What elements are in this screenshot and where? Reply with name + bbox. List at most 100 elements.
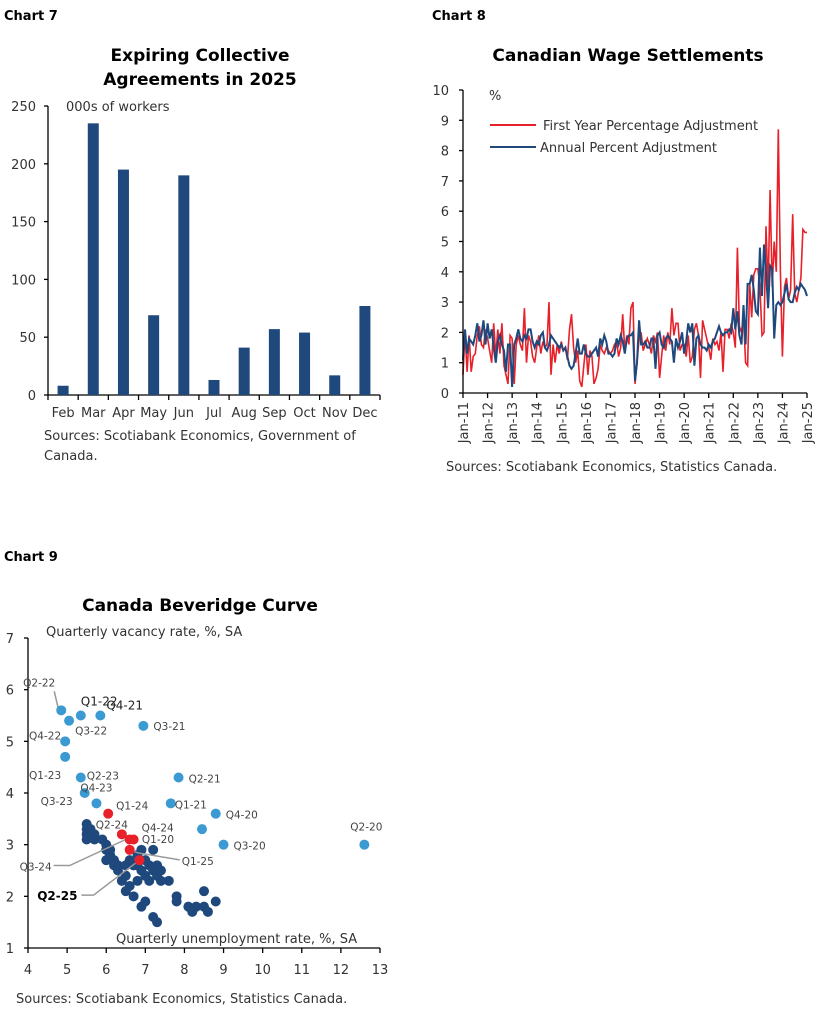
y-tick-label: 7 (441, 175, 449, 190)
x-tick-label: Dec (352, 406, 377, 421)
leader-line (53, 838, 127, 867)
point-label: Q2-22 (23, 677, 55, 689)
point-q4-22 (60, 736, 71, 747)
point-q4-23 (91, 798, 102, 809)
x-tick-label: Sep (262, 406, 287, 421)
x-tick-label: Jan-18 (629, 402, 644, 444)
x-tick-label: Aug (231, 406, 256, 421)
point-label: Q1-21 (175, 799, 207, 811)
legend-annual: Annual Percent Adjustment (540, 141, 717, 156)
point-label: Q1-23 (29, 770, 61, 782)
point-label: Q1-24 (116, 801, 148, 813)
point-q1-23 (60, 751, 71, 762)
bar-feb (57, 385, 69, 395)
point-q1-21 (165, 798, 176, 809)
x-tick-label: Jan-20 (678, 402, 693, 444)
history-point (140, 896, 151, 907)
y-tick-label: 0 (441, 387, 449, 402)
y-tick-label: 10 (432, 84, 449, 99)
point-q4-21 (95, 710, 106, 721)
chart-7-title-line2: Agreements in 2025 (103, 70, 296, 90)
x-tick-label: 5 (63, 963, 71, 978)
history-point (120, 886, 131, 897)
point-label: Q4-23 (80, 782, 112, 794)
history-point (155, 875, 166, 886)
x-tick-label: 4 (24, 963, 32, 978)
y-tick-label: 1 (6, 942, 14, 957)
chart-7-title-line1: Expiring Collective (111, 46, 290, 66)
x-tick-label: Jan-13 (506, 402, 521, 444)
y-tick-label: 8 (441, 145, 449, 160)
point-label: Q1-25 (182, 856, 214, 868)
point-q2-21 (173, 772, 184, 783)
legend-first-year: First Year Percentage Adjustment (543, 119, 758, 134)
x-tick-label: Jan-23 (752, 402, 767, 444)
chart-8-label: Chart 8 (432, 9, 486, 24)
chart-9-title: Canada Beveridge Curve (82, 596, 318, 616)
chart-7-source-line1: Sources: Scotiabank Economics, Governmen… (44, 429, 356, 444)
history-point (163, 875, 174, 886)
chart-7-label: Chart 7 (4, 9, 58, 24)
history-point (109, 860, 120, 871)
x-tick-label: Jun (173, 406, 194, 421)
history-point (199, 886, 209, 897)
point-label: Q3-20 (234, 841, 266, 853)
bar-sep (268, 329, 280, 395)
x-tick-label: Jan-22 (727, 402, 742, 444)
x-tick-label: Apr (112, 406, 135, 421)
x-tick-label: Jan-24 (776, 402, 791, 444)
point-q2-20 (359, 839, 370, 850)
point-label: Q2-25 (37, 889, 77, 903)
history-point (89, 834, 100, 845)
bar-mar (87, 123, 99, 395)
chart-8-title: Canadian Wage Settlements (492, 46, 763, 66)
leader-line (53, 691, 59, 709)
leader-line (81, 862, 136, 896)
history-point (148, 844, 159, 855)
y-tick-label: 3 (6, 839, 14, 854)
history-point (210, 896, 221, 907)
history-point (171, 896, 182, 907)
point-q4-20 (210, 808, 221, 819)
y-tick-label: 5 (441, 236, 449, 251)
chart-9-source: Sources: Scotiabank Economics, Statistic… (16, 992, 347, 1007)
bar-dec (359, 305, 371, 395)
x-tick-label: 7 (141, 963, 149, 978)
y-tick-label: 6 (441, 205, 449, 220)
point-label: Q2-24 (96, 819, 128, 831)
y-tick-label: 0 (28, 389, 36, 404)
x-tick-label: Jan-21 (703, 402, 718, 444)
history-point (101, 855, 112, 866)
history-point (202, 906, 213, 917)
bar-jun (178, 175, 190, 395)
x-tick-label: Nov (322, 406, 348, 421)
history-point (152, 917, 163, 928)
point-q1-22 (75, 710, 86, 721)
y-tick-label: 200 (11, 158, 36, 173)
point-q1-20 (197, 824, 208, 835)
x-tick-label: Jan-16 (580, 402, 595, 444)
chart-9: Chart 9 Canada Beveridge Curve Quarterly… (4, 550, 388, 1007)
history-point (155, 865, 166, 876)
point-q1-24 (103, 808, 114, 819)
y-tick-label: 9 (441, 114, 449, 129)
point-label: Q3-22 (75, 726, 107, 738)
y-tick-label: 50 (19, 331, 36, 346)
x-tick-label: Jul (205, 406, 222, 421)
chart-9-xlabel: Quarterly unemployment rate, %, SA (116, 932, 357, 947)
y-tick-label: 4 (6, 787, 14, 802)
x-tick-label: 6 (102, 963, 110, 978)
chart-7: Chart 7 Expiring Collective Agreements i… (4, 9, 381, 464)
y-tick-label: 5 (6, 735, 14, 750)
chart-7-source-line2: Canada. (44, 449, 98, 464)
x-tick-label: 11 (294, 963, 311, 978)
point-q3-20 (218, 839, 229, 850)
x-tick-label: Oct (293, 406, 315, 421)
bar-apr (117, 169, 129, 395)
x-tick-label: Jan-11 (457, 402, 472, 444)
point-label: Q1-22 (81, 695, 118, 709)
bar-nov (329, 375, 341, 395)
point-label: Q4-24 (142, 823, 174, 835)
chart-8-ylabel: % (489, 89, 501, 104)
